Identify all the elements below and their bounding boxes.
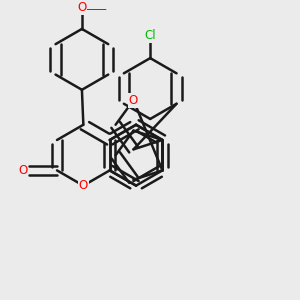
Text: Cl: Cl	[144, 29, 156, 42]
Text: O: O	[18, 164, 27, 177]
Text: O: O	[79, 179, 88, 192]
Text: O: O	[129, 94, 138, 107]
Text: O: O	[77, 1, 86, 14]
